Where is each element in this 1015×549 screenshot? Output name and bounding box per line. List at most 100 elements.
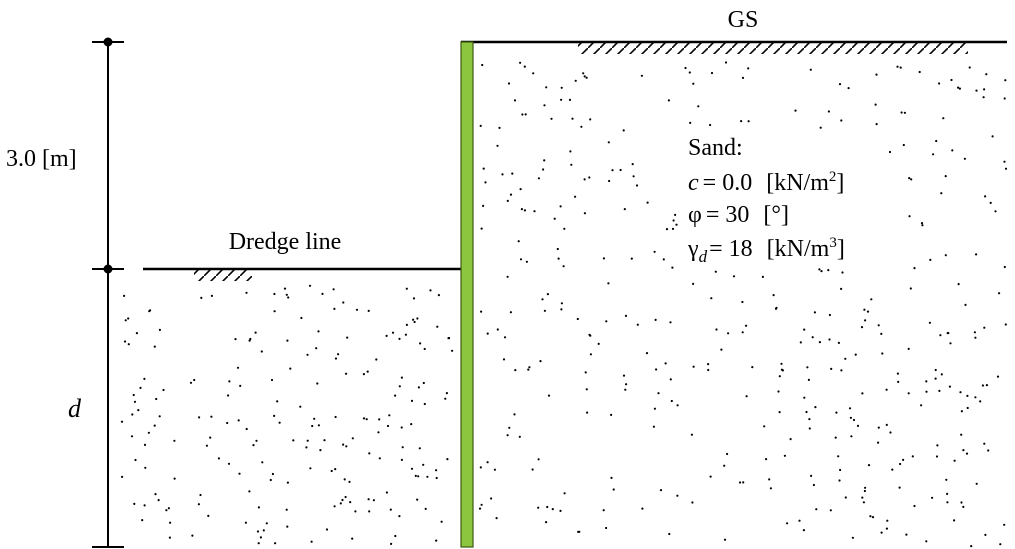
sand-dot xyxy=(274,542,277,545)
sand-dot xyxy=(965,452,969,455)
sand-dot xyxy=(342,443,345,446)
sand-dot xyxy=(398,385,401,388)
sand-dot xyxy=(276,400,279,403)
sand-dot xyxy=(896,372,900,375)
sand-dot xyxy=(479,466,482,469)
sand-dot xyxy=(550,117,553,120)
sand-dot xyxy=(283,287,287,290)
sand-dot xyxy=(486,332,489,335)
sand-dot xyxy=(308,284,312,287)
sand-dot xyxy=(803,328,806,331)
sand-dot xyxy=(769,487,773,490)
sand-dot xyxy=(689,121,692,124)
sand-dot xyxy=(645,352,649,355)
sand-dot xyxy=(273,310,276,313)
sand-dot xyxy=(646,201,649,204)
sand-dot xyxy=(584,371,587,374)
sand-dot xyxy=(355,308,359,311)
sand-dot xyxy=(343,478,346,481)
sand-dot xyxy=(362,373,365,376)
sand-dot xyxy=(899,462,902,466)
sand-dot xyxy=(710,297,713,300)
sand-dot xyxy=(871,516,875,519)
sand-dot xyxy=(127,317,130,320)
sand-dot xyxy=(710,71,714,75)
unit-weight-unit-sup: 3 xyxy=(829,235,837,251)
sand-dot xyxy=(886,519,889,522)
sand-dot xyxy=(657,392,660,395)
sand-dot xyxy=(149,309,152,312)
sand-dot xyxy=(545,521,548,524)
sand-dot xyxy=(334,468,337,471)
sand-dot xyxy=(778,411,781,414)
sand-dot xyxy=(1004,79,1007,82)
dredge-line-label: Dredge line xyxy=(229,229,342,255)
sand-dot xyxy=(557,257,560,260)
sand-dot xyxy=(848,407,852,410)
sand-dot xyxy=(828,313,832,317)
sand-dot xyxy=(256,530,260,533)
sand-dot xyxy=(844,496,847,499)
sand-dot xyxy=(123,294,126,297)
sand-dot xyxy=(299,405,302,408)
sand-dot xyxy=(835,411,838,414)
soil-name: Sand: xyxy=(688,135,743,161)
sand-dot xyxy=(780,362,783,365)
sand-dot xyxy=(257,506,260,509)
sand-dot xyxy=(305,446,308,449)
sand-dot xyxy=(486,461,489,464)
sand-dot xyxy=(742,481,745,484)
sand-dot xyxy=(747,67,750,70)
sand-dot xyxy=(496,144,499,147)
sand-dot xyxy=(191,534,194,537)
sand-dot xyxy=(902,458,905,461)
sand-dot xyxy=(720,348,723,351)
sand-dot xyxy=(413,320,416,324)
sand-dot xyxy=(375,358,378,361)
sand-dot xyxy=(414,474,417,477)
sand-dot xyxy=(622,374,626,377)
sand-dot xyxy=(377,431,380,434)
sand-dot xyxy=(974,336,977,339)
sand-dot xyxy=(834,436,837,439)
sand-dot xyxy=(410,423,413,426)
sand-dot xyxy=(688,71,691,74)
sand-dot xyxy=(133,502,136,505)
sand-dot xyxy=(880,332,883,335)
sand-dot xyxy=(254,331,257,334)
sand-dot xyxy=(607,141,610,144)
sand-dot xyxy=(994,210,997,213)
sand-dot xyxy=(953,519,956,522)
sand-dot xyxy=(317,330,320,333)
sand-dot xyxy=(513,99,517,102)
sand-dot xyxy=(998,292,1001,295)
sand-dot xyxy=(273,292,276,296)
sand-dot xyxy=(913,267,916,270)
sand-dot xyxy=(605,320,608,323)
sand-dot xyxy=(541,298,544,301)
sand-dot xyxy=(391,331,395,334)
sand-dot xyxy=(519,258,523,261)
sand-dot xyxy=(210,294,213,297)
sand-dot xyxy=(907,347,910,350)
sand-dot xyxy=(519,188,522,191)
sand-dot xyxy=(228,380,231,383)
sand-dot xyxy=(960,410,964,413)
sand-dot xyxy=(671,227,675,230)
sand-dot xyxy=(808,427,811,430)
sand-dot xyxy=(747,120,750,123)
sand-dot xyxy=(154,493,157,496)
sand-dot xyxy=(920,404,923,407)
sand-dot xyxy=(368,510,371,513)
sand-dot xyxy=(838,83,842,86)
sand-dot xyxy=(630,257,633,260)
sand-dot xyxy=(869,515,872,518)
sand-dot xyxy=(394,534,397,538)
sand-dot xyxy=(437,294,440,297)
sand-dot xyxy=(239,384,242,387)
sand-dot xyxy=(794,109,797,112)
sand-dot xyxy=(1003,97,1006,100)
sand-dot xyxy=(806,366,809,369)
sand-dot xyxy=(313,417,316,420)
